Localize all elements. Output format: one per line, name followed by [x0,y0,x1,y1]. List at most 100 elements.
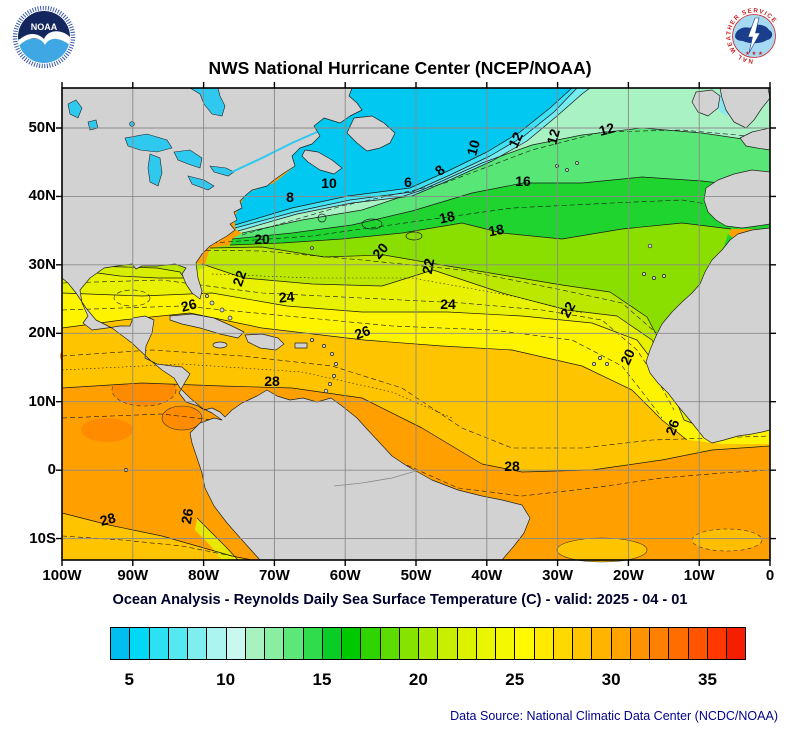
inland-water [67,87,417,487]
contour-label: 8 [286,189,294,205]
colorbar-swatch [206,628,226,659]
contour-label: 24 [440,296,456,312]
colorbar-swatch [148,628,168,659]
colorbar-swatch [514,628,534,659]
nws-stars: ★ ★ ★ [745,50,763,57]
colorbar-swatch [687,628,707,659]
contour-label: 20 [617,346,638,367]
st-lawrence-river [231,131,318,173]
colorbar-swatch [321,628,341,659]
contour-label: 26 [179,295,198,315]
jamaica [212,341,228,349]
nova-scotia [301,149,343,175]
colorbar-swatch [225,628,245,659]
contour-label: 28 [504,458,520,474]
x-tick-label: 10W [683,567,715,584]
contour-label: 22 [229,268,249,288]
contour-label: 16 [515,173,531,189]
lake-michigan [147,153,163,187]
colorbar-swatch [167,628,187,659]
y-tick-label: 0 [47,461,56,479]
colorbar-swatch [187,628,207,659]
isotherm-contours [61,87,771,561]
colorbar-swatch [341,628,361,659]
contour-label: 28 [98,509,117,529]
nws-logo-icon: NATIONAL WEATHER SERVICE ★ ★ ★ [721,1,784,71]
contour-label: 10 [463,138,483,157]
colorbar-swatch [610,628,630,659]
lesser-antilles [310,338,338,394]
temperature-colorbar [110,627,746,660]
contour-label: 12 [597,119,616,139]
contour-label: 26 [178,507,196,525]
americas-landmass [61,87,531,561]
colorbar-swatch [379,628,399,659]
colorbar-swatch [591,628,611,659]
newfoundland [346,115,396,152]
great-britain [719,87,771,129]
contour-label: 10 [321,175,337,191]
x-tick-label: 80W [188,567,220,584]
colorbar-swatch [649,628,669,659]
colorbar-swatch [302,628,322,659]
contour-label: 20 [254,231,270,247]
contour-label: 28 [264,373,280,389]
y-tick-label: 30N [28,255,56,273]
colorbar-swatch [533,628,553,659]
contour-label: 18 [438,208,457,227]
amazon-river [333,470,417,487]
graticule [62,88,770,560]
contour-label: 18 [487,221,505,239]
contour-label: 26 [662,417,682,437]
puerto-rico [294,342,308,349]
colorbar-swatch [360,628,380,659]
y-tick-label: 10S [29,529,56,547]
colorbar-swatch [706,628,726,659]
colorbar-swatch [456,628,476,659]
y-tick-label: 50N [28,119,56,136]
colorbar-swatch [437,628,457,659]
iberia [703,169,771,229]
x-tick-label: 50W [400,567,432,584]
lake-huron [173,149,203,169]
colorbar-tick-label: 15 [312,670,332,689]
contour-label: 24 [278,288,295,305]
hudson-james-bay [188,87,226,117]
bermuda [310,246,314,250]
colorbar-swatch [398,628,418,659]
colorbar-tick-label: 35 [697,670,717,689]
map-caption: Ocean Analysis - Reynolds Daily Sea Surf… [112,592,688,608]
noaa-logo-icon: NOAA [12,5,76,74]
colorbar-tick-label: 30 [601,670,621,689]
colorbar-swatch [244,628,264,659]
noaa-logo-text: NOAA [31,22,58,32]
colorbar-tick-label: 20 [408,670,428,689]
y-tick-label: 40N [28,187,56,205]
atlantic-islands [124,161,666,472]
colorbar-swatch [726,628,746,659]
colorbar-tick-label: 25 [505,670,525,689]
cuba [169,313,245,339]
y-tick-label: 20N [28,324,56,342]
contour-label: 22 [557,299,579,321]
contour-label: 22 [419,257,437,275]
colorbar-swatch [418,628,438,659]
colorbar-swatch [552,628,572,659]
colorbar-swatch [264,628,284,659]
colorbar-swatch [111,628,130,659]
x-tick-label: 90W [117,567,149,584]
page-title: NWS National Hurricane Center (NCEP/NOAA… [208,58,592,78]
x-tick-label: 40W [471,567,503,584]
contour-label: 6 [404,174,412,190]
colorbar-tick-label: 5 [124,670,134,689]
colorbar-swatch [629,628,649,659]
y-tick-label: 10N [28,392,56,410]
map-ticks [56,82,776,566]
map-canvas: 6 8 8 10 10 12 12 12 16 18 18 20 20 20 22 22 22 24 24 26 26 2… [54,80,778,574]
contour-label: 12 [543,127,563,146]
contour-label: 26 [352,322,372,342]
x-tick-label: 100W [42,567,82,584]
